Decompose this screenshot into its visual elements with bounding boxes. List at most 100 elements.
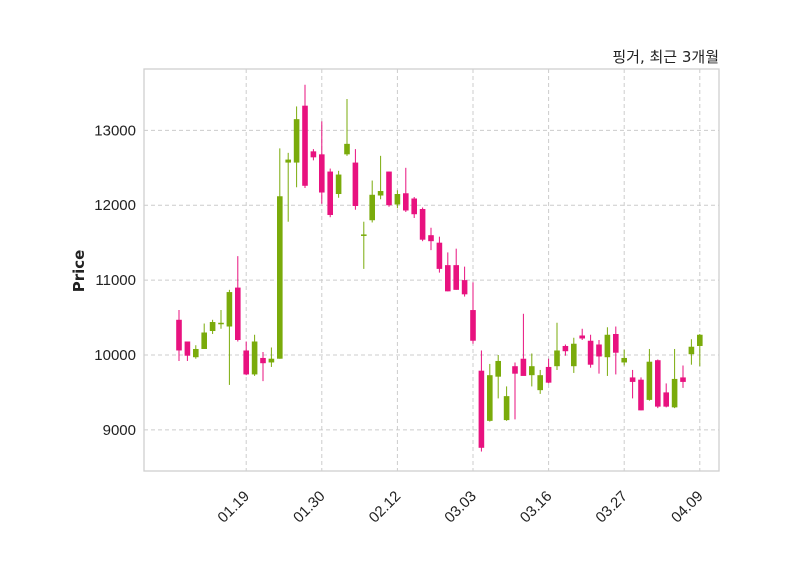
candle-body: [394, 194, 401, 205]
candle-down: [243, 341, 249, 376]
candle-body: [655, 360, 661, 407]
candle-body: [638, 379, 644, 411]
candle-down: [655, 359, 661, 409]
candle-body: [293, 119, 300, 163]
grid-lines: [144, 69, 719, 471]
candle-up: [554, 322, 560, 370]
candle-up: [503, 386, 510, 421]
candle-body: [537, 375, 543, 391]
candle-down: [470, 282, 476, 344]
candle-down: [445, 252, 451, 292]
candle-body: [613, 334, 619, 353]
candle-up: [377, 155, 384, 200]
candle-body: [445, 265, 451, 292]
candle-down: [520, 313, 527, 376]
candle-down: [562, 344, 569, 356]
candle-body: [453, 265, 459, 290]
candle-down: [587, 334, 594, 368]
x-tick-label: 04.09: [668, 488, 707, 527]
candle-body: [571, 343, 577, 367]
x-tick-label: 02.12: [366, 488, 405, 527]
candle-up: [571, 337, 577, 373]
candle-body: [487, 375, 493, 421]
candle-up: [495, 354, 501, 399]
candle-body: [495, 360, 501, 377]
candle-down: [176, 310, 182, 361]
x-tick-label: 03.16: [517, 488, 556, 527]
candle-body: [260, 357, 266, 364]
candle-up: [697, 334, 703, 367]
candle-body: [319, 154, 325, 193]
candle-body: [268, 358, 275, 363]
candle-up: [335, 170, 342, 198]
candle-down: [302, 84, 308, 189]
candle-down: [428, 227, 434, 251]
candle-body: [310, 151, 317, 158]
candle-body: [377, 191, 384, 196]
candle-body: [436, 242, 443, 269]
candle-body: [218, 322, 224, 325]
x-tick-label: 03.27: [592, 488, 631, 527]
y-tick-label: 13000: [94, 122, 136, 139]
x-tick-label: 03.03: [441, 488, 480, 527]
candle-up: [201, 323, 207, 349]
candle-body: [663, 392, 669, 407]
candle-down: [680, 365, 686, 388]
candle-up: [487, 363, 493, 422]
candle-body: [629, 377, 636, 382]
candle-up: [646, 348, 653, 401]
candle-body: [512, 366, 518, 374]
x-axis-ticks: 01.19 01.30 02.12 03.03 03.16 03.27 04.09: [214, 488, 706, 527]
candle-body: [470, 310, 476, 341]
candle-body: [235, 287, 241, 340]
y-axis-ticks: 9000 10000 11000 12000 13000: [94, 122, 136, 438]
candle-body: [554, 350, 560, 367]
candle-down: [352, 149, 359, 210]
candle-down: [260, 351, 266, 382]
candle-up: [394, 190, 401, 209]
candle-body: [646, 361, 653, 400]
candles: [176, 84, 703, 452]
x-tick-label: 01.30: [290, 488, 329, 527]
candle-up: [621, 349, 627, 366]
candle-up: [268, 347, 275, 367]
candle-up: [277, 148, 283, 359]
candle-up: [209, 319, 216, 335]
candle-up: [193, 345, 199, 359]
candle-body: [201, 332, 207, 349]
y-tick-label: 11000: [95, 272, 136, 289]
candle-down: [403, 167, 409, 212]
candle-body: [327, 171, 333, 215]
candle-down: [545, 358, 552, 384]
candle-body: [251, 341, 258, 375]
candle-body: [411, 198, 417, 215]
candle-body: [209, 322, 216, 332]
candle-down: [663, 383, 669, 408]
candle-up: [537, 369, 543, 394]
candle-body: [478, 370, 485, 448]
candle-body: [428, 235, 434, 242]
candle-down: [613, 326, 619, 375]
candle-body: [386, 171, 392, 206]
candle-body: [503, 396, 510, 421]
candle-body: [621, 357, 627, 363]
candle-up: [604, 327, 611, 376]
candle-body: [193, 348, 199, 358]
candle-down: [453, 248, 459, 290]
candle-up: [293, 106, 300, 188]
candle-down: [461, 266, 468, 297]
candle-body: [361, 234, 367, 236]
candle-body: [461, 280, 468, 295]
candle-down: [478, 350, 485, 452]
candle-body: [545, 366, 552, 383]
candle-body: [529, 366, 535, 376]
candle-body: [369, 194, 375, 221]
candle-down: [235, 256, 241, 342]
candle-body: [226, 292, 233, 327]
candle-body: [335, 174, 342, 195]
candle-body: [562, 345, 569, 352]
candle-up: [671, 348, 678, 409]
candle-down: [638, 377, 644, 411]
x-tick-label: 01.19: [214, 488, 253, 527]
